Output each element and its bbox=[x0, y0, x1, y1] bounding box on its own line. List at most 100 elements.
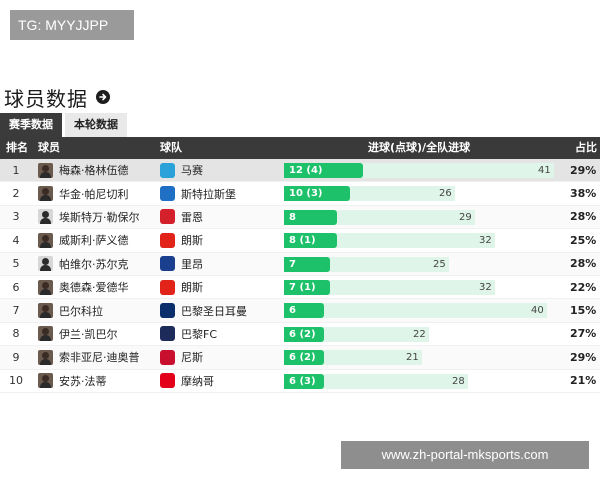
table-row[interactable]: 6 奥德森·爱德华 朗斯 7 (1) 32 22% bbox=[0, 276, 600, 300]
player-name: 梅森·格林伍德 bbox=[59, 164, 129, 178]
player-goals-fill: 7 bbox=[284, 256, 330, 272]
player-cell[interactable]: 埃斯特万·勒保尔 bbox=[38, 206, 158, 228]
share-cell: 21% bbox=[570, 374, 597, 388]
strasbourg-crest-icon bbox=[160, 186, 175, 202]
team-cell[interactable]: 巴黎FC bbox=[160, 323, 280, 345]
team-cell[interactable]: 巴黎圣日耳曼 bbox=[160, 299, 280, 321]
avatar bbox=[38, 349, 53, 365]
header-rank[interactable]: 排名 bbox=[6, 141, 28, 154]
player-goals-fill: 12 (4) bbox=[284, 163, 363, 178]
avatar bbox=[38, 232, 53, 248]
psg-crest-icon bbox=[160, 303, 175, 319]
team-cell[interactable]: 朗斯 bbox=[160, 276, 280, 298]
header-team[interactable]: 球队 bbox=[160, 141, 182, 154]
team-cell[interactable]: 雷恩 bbox=[160, 206, 280, 228]
rank-cell: 5 bbox=[12, 257, 20, 271]
goals-bar: 7 25 bbox=[284, 253, 554, 275]
share-cell: 15% bbox=[570, 304, 597, 318]
team-cell[interactable]: 马赛 bbox=[160, 159, 280, 181]
goals-bar: 6 (2) 21 bbox=[284, 346, 554, 368]
rennes-crest-icon bbox=[160, 209, 175, 225]
player-goals-fill: 8 (1) bbox=[284, 233, 337, 249]
table-row[interactable]: 8 伊兰·凯巴尔 巴黎FC 6 (2) 22 27% bbox=[0, 323, 600, 347]
team-goals-total: 32 bbox=[479, 281, 492, 293]
player-cell[interactable]: 安苏·法蒂 bbox=[38, 370, 158, 392]
table-row[interactable]: 4 威斯利·萨义德 朗斯 8 (1) 32 25% bbox=[0, 229, 600, 253]
lens-crest-icon bbox=[160, 232, 175, 248]
marseille-crest-icon bbox=[160, 162, 175, 178]
rank-cell: 2 bbox=[12, 187, 20, 201]
lyon-crest-icon bbox=[160, 256, 175, 272]
goals-bar: 6 (2) 22 bbox=[284, 323, 554, 345]
player-cell[interactable]: 帕维尔·苏尔克 bbox=[38, 253, 158, 275]
share-cell: 29% bbox=[570, 163, 597, 177]
player-goals-fill: 6 bbox=[284, 303, 324, 319]
table-row[interactable]: 5 帕维尔·苏尔克 里昂 7 25 28% bbox=[0, 252, 600, 276]
player-cell[interactable]: 华金·帕尼切利 bbox=[38, 182, 158, 204]
table-body: 1 梅森·格林伍德 马赛 12 (4) 41 29% 2 华金·帕尼切利 斯特拉斯堡 10 (3)… bbox=[0, 159, 600, 393]
section-title: 球员数据 bbox=[4, 84, 110, 111]
table-row[interactable]: 1 梅森·格林伍德 马赛 12 (4) 41 29% bbox=[0, 159, 600, 183]
tab-round-stats[interactable]: 本轮数据 bbox=[65, 113, 127, 137]
team-goals-total: 29 bbox=[459, 211, 472, 223]
player-cell[interactable]: 伊兰·凯巴尔 bbox=[38, 323, 158, 345]
goals-bar: 12 (4) 41 bbox=[284, 159, 554, 181]
avatar bbox=[38, 373, 53, 389]
share-cell: 22% bbox=[570, 280, 597, 294]
avatar bbox=[38, 326, 53, 342]
player-goals-fill: 8 bbox=[284, 209, 337, 225]
team-cell[interactable]: 尼斯 bbox=[160, 346, 280, 368]
team-cell[interactable]: 摩纳哥 bbox=[160, 370, 280, 392]
team-name: 巴黎圣日耳曼 bbox=[181, 304, 247, 318]
rank-cell: 6 bbox=[12, 280, 20, 294]
player-name: 埃斯特万·勒保尔 bbox=[59, 210, 140, 224]
team-goals-track bbox=[284, 373, 468, 389]
team-cell[interactable]: 里昂 bbox=[160, 253, 280, 275]
player-goals-fill: 10 (3) bbox=[284, 186, 350, 202]
section-title-text: 球员数据 bbox=[4, 86, 88, 111]
team-name: 摩纳哥 bbox=[181, 374, 214, 388]
player-cell[interactable]: 威斯利·萨义德 bbox=[38, 229, 158, 251]
player-cell[interactable]: 奥德森·爱德华 bbox=[38, 276, 158, 298]
table-row[interactable]: 9 索非亚尼·迪奥普 尼斯 6 (2) 21 29% bbox=[0, 346, 600, 370]
team-cell[interactable]: 朗斯 bbox=[160, 229, 280, 251]
team-goals-total: 41 bbox=[538, 165, 551, 176]
player-name: 帕维尔·苏尔克 bbox=[59, 257, 129, 271]
team-name: 朗斯 bbox=[181, 234, 203, 248]
rank-cell: 3 bbox=[12, 210, 20, 224]
avatar bbox=[38, 162, 53, 178]
table-row[interactable]: 3 埃斯特万·勒保尔 雷恩 8 29 28% bbox=[0, 205, 600, 230]
team-cell[interactable]: 斯特拉斯堡 bbox=[160, 182, 280, 204]
team-goals-total: 22 bbox=[413, 328, 426, 340]
goals-bar: 7 (1) 32 bbox=[284, 276, 554, 298]
header-player[interactable]: 球员 bbox=[38, 141, 60, 154]
team-goals-total: 28 bbox=[452, 375, 465, 387]
avatar bbox=[38, 209, 53, 225]
player-cell[interactable]: 巴尔科拉 bbox=[38, 299, 158, 321]
header-goals[interactable]: 进球(点球)/全队进球 bbox=[368, 141, 471, 154]
tab-season-stats[interactable]: 赛季数据 bbox=[0, 113, 62, 137]
header-share[interactable]: 占比 bbox=[575, 141, 597, 154]
team-name: 斯特拉斯堡 bbox=[181, 187, 236, 201]
nice-crest-icon bbox=[160, 349, 175, 365]
player-name: 威斯利·萨义德 bbox=[59, 234, 129, 248]
table-row[interactable]: 2 华金·帕尼切利 斯特拉斯堡 10 (3) 26 38% bbox=[0, 182, 600, 206]
player-name: 安苏·法蒂 bbox=[59, 374, 107, 388]
arrow-right-circle-icon[interactable] bbox=[96, 90, 110, 104]
rank-cell: 8 bbox=[12, 327, 20, 341]
table-row[interactable]: 10 安苏·法蒂 摩纳哥 6 (3) 28 21% bbox=[0, 370, 600, 393]
paris-fc-crest-icon bbox=[160, 326, 175, 342]
player-name: 索非亚尼·迪奥普 bbox=[59, 351, 140, 365]
goals-bar: 8 29 bbox=[284, 206, 554, 228]
team-goals-total: 25 bbox=[433, 258, 446, 270]
team-goals-total: 26 bbox=[439, 188, 452, 200]
table-row[interactable]: 7 巴尔科拉 巴黎圣日耳曼 6 40 15% bbox=[0, 299, 600, 323]
rank-cell: 1 bbox=[12, 163, 20, 177]
player-cell[interactable]: 索非亚尼·迪奥普 bbox=[38, 346, 158, 368]
team-goals-track bbox=[284, 303, 547, 319]
avatar bbox=[38, 186, 53, 202]
scorers-table: 排名 球员 球队 进球(点球)/全队进球 占比 1 梅森·格林伍德 马赛 12 (4)… bbox=[0, 137, 600, 393]
player-cell[interactable]: 梅森·格林伍德 bbox=[38, 159, 158, 181]
table-header: 排名 球员 球队 进球(点球)/全队进球 占比 bbox=[0, 137, 600, 159]
